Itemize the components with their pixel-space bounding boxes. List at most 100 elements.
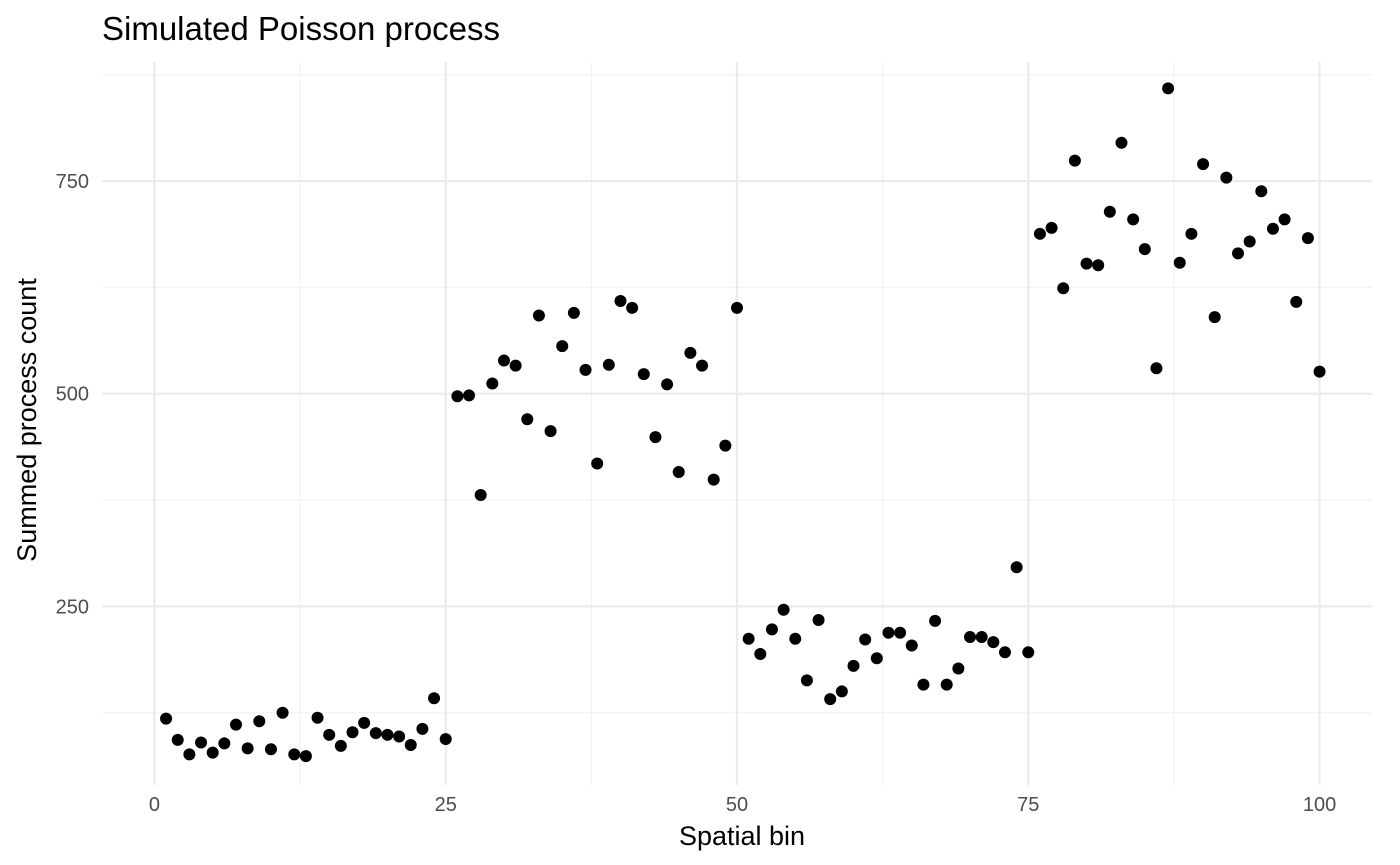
data-point [870,652,883,665]
x-axis-title: Spatial bin [679,821,805,851]
data-point [288,748,301,761]
data-point [381,728,394,741]
data-point [416,722,429,735]
data-point [439,733,452,746]
data-point [1313,365,1326,378]
data-point [602,358,615,371]
data-point [1266,222,1279,235]
data-point [1115,136,1128,149]
data-point [544,425,557,438]
data-point [859,633,872,646]
data-point [637,368,650,381]
data-point [509,359,522,372]
data-point [731,301,743,314]
data-point [171,733,184,746]
data-point [1022,646,1035,659]
data-point [1162,82,1175,95]
data-point [1278,213,1291,226]
data-point [1220,171,1233,184]
data-point [521,413,534,426]
data-point [964,630,977,643]
data-point [497,354,510,367]
data-point [299,750,312,763]
data-point [987,636,1000,649]
data-point [1127,213,1140,226]
x-tick-label: 50 [726,794,748,816]
data-point [1068,154,1081,167]
data-point [579,363,592,376]
y-tick-label: 500 [56,384,89,406]
data-point [218,737,231,750]
data-point [707,473,720,486]
data-point [894,626,907,639]
data-point [567,306,580,319]
data-point [428,692,441,705]
major-gridlines [102,62,1372,785]
data-point [835,685,848,698]
data-point [929,614,942,627]
data-point [1150,362,1163,375]
data-point [195,736,208,749]
data-point [1045,221,1058,234]
data-point [614,295,627,308]
y-tick-label: 250 [56,596,89,618]
data-point [183,748,196,761]
data-point [463,389,476,402]
data-point [1208,311,1221,324]
data-point [160,712,173,725]
data-point [404,739,417,752]
data-point [1033,227,1046,240]
data-point [276,706,289,719]
x-tick-label: 75 [1017,794,1039,816]
data-point [358,716,371,729]
data-point [824,693,837,706]
x-tick-label: 0 [149,794,160,816]
data-point [334,739,347,752]
data-points [160,82,1326,763]
data-point [1080,257,1093,270]
data-point [684,346,697,359]
data-point [672,465,685,478]
data-point [742,632,755,645]
data-point [1243,235,1256,248]
data-point [241,742,254,755]
data-point [1232,247,1245,260]
data-point [800,674,813,687]
data-point [264,743,277,756]
data-point [451,390,464,403]
data-point [777,603,790,616]
data-point [1290,295,1303,308]
data-point [206,746,219,759]
data-point [661,378,674,391]
data-point [998,646,1011,659]
data-point [975,630,988,643]
data-point [1255,185,1268,198]
data-point [474,488,487,501]
data-point [311,711,324,724]
data-point [1057,282,1070,295]
y-axis-title: Summed process count [12,278,42,562]
x-axis-tick-labels: 0 25 50 75 100 [149,794,1336,816]
data-point [696,359,709,372]
data-point [847,659,860,672]
data-point [649,431,662,444]
data-point [1185,227,1198,240]
data-point [1092,259,1105,272]
data-point [940,678,953,691]
chart-title: Simulated Poisson process [102,10,500,47]
data-point [812,613,825,626]
data-point [532,309,545,322]
data-point [346,726,359,739]
data-point [253,715,266,728]
data-point [1301,232,1314,245]
data-point [229,718,242,731]
data-point [369,727,382,740]
data-point [754,648,767,661]
data-point [765,623,778,636]
data-point [719,439,732,452]
data-point [952,662,965,675]
x-tick-label: 25 [435,794,457,816]
data-point [393,730,406,743]
data-point [1197,158,1210,171]
data-point [917,678,930,691]
